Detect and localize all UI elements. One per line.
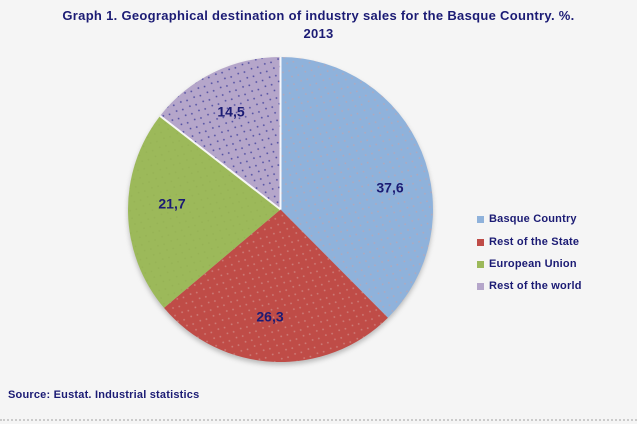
legend-item-rest-of-world: Rest of the world	[477, 279, 582, 293]
pie-value-labels-group: 37,6 26,3 21,7 14,5	[158, 104, 403, 325]
pie-separators-group	[159, 57, 282, 211]
legend-swatch-basque-country	[477, 215, 484, 223]
pie-slice-european-union	[127, 115, 281, 308]
pie-slices-group	[127, 56, 434, 363]
slice-separator-line	[159, 115, 282, 211]
legend-swatch-european-union	[477, 260, 484, 268]
source-note: Source: Eustat. Industrial statistics	[8, 389, 200, 401]
pie-slice-rest-of-the-state	[164, 209, 388, 363]
slice-value-label: 26,3	[256, 309, 283, 325]
legend-swatch-rest-of-world	[477, 282, 484, 290]
legend-item-rest-of-state: Rest of the State	[477, 235, 579, 249]
chart-title: Graph 1. Geographical destination of ind…	[0, 7, 637, 43]
legend-item-basque-country: Basque Country	[477, 212, 577, 226]
slice-value-label: 14,5	[217, 104, 244, 120]
legend-label-rest-of-state: Rest of the State	[489, 236, 580, 248]
legend-label-european-union: European Union	[489, 258, 577, 270]
legend-item-european-union: European Union	[477, 257, 577, 271]
legend-label-basque-country: Basque Country	[489, 213, 577, 225]
pie-slice-basque-country	[280, 57, 434, 318]
chart-title-line1: Graph 1. Geographical destination of ind…	[62, 8, 575, 23]
bottom-dotted-divider	[0, 419, 637, 421]
pie-slice-rest-of-the-world	[160, 56, 281, 210]
chart-title-line2: 2013	[303, 26, 334, 41]
slice-value-label: 21,7	[158, 196, 185, 212]
legend-swatch-rest-of-state	[477, 238, 484, 246]
slice-value-label: 37,6	[376, 180, 403, 196]
legend-label-rest-of-world: Rest of the world	[489, 280, 582, 292]
